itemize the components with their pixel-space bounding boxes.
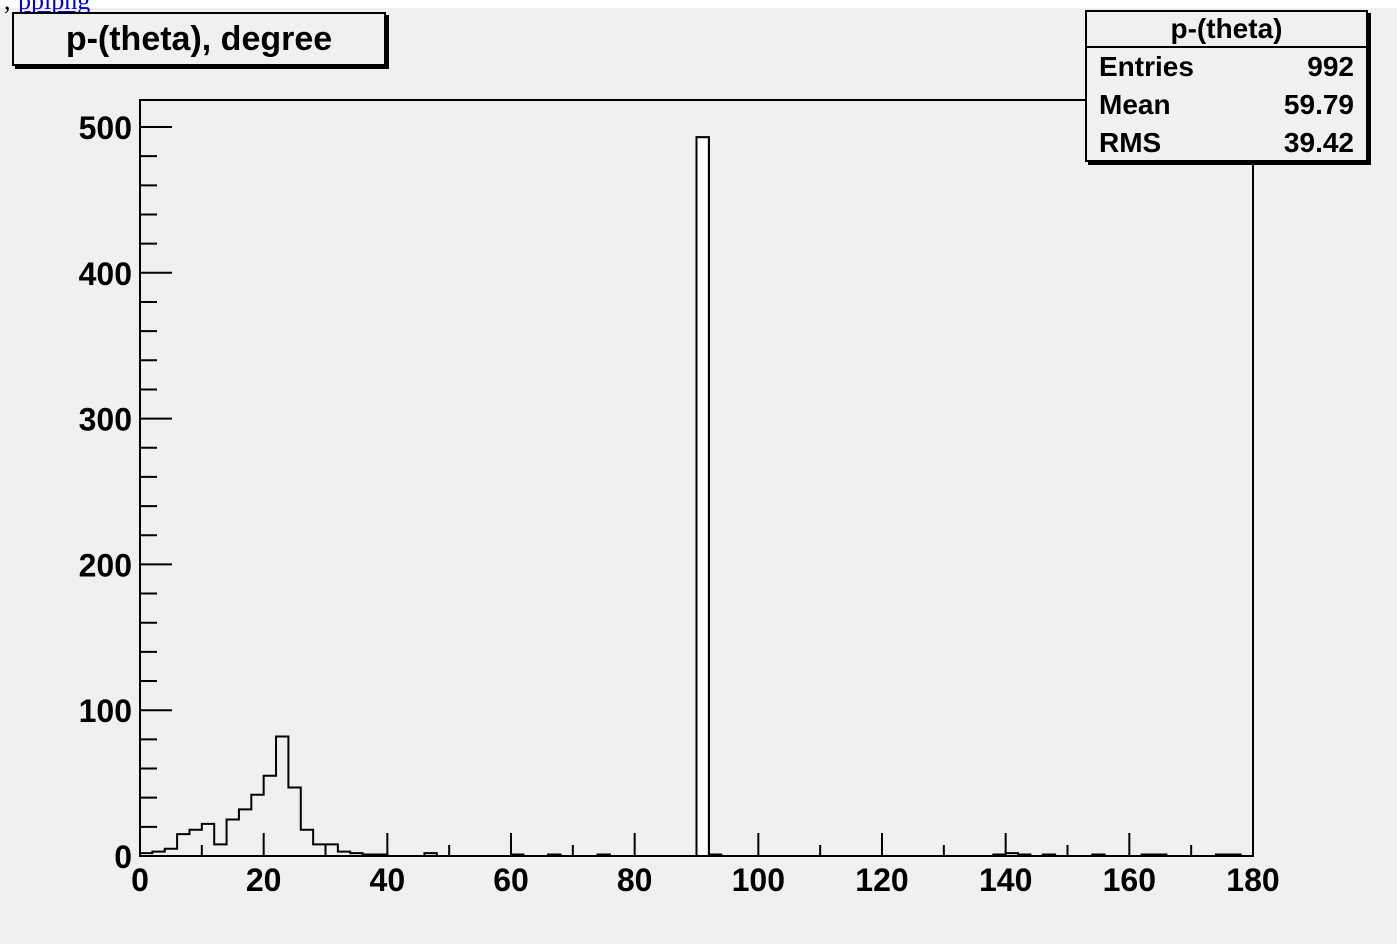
histogram-bin: [152, 852, 164, 856]
histogram-bin: [313, 844, 325, 856]
stats-row-entries: Entries 992: [1087, 48, 1366, 86]
x-tick-label: 60: [493, 862, 529, 898]
histogram-bin: [1216, 855, 1228, 856]
stats-value: 992: [1307, 51, 1354, 82]
y-tick-labels: 0 100 200 300 400 500: [79, 110, 132, 875]
x-tick-label: 100: [732, 862, 785, 898]
x-tick-label: 180: [1226, 862, 1279, 898]
y-tick-label: 200: [79, 547, 132, 583]
histogram-bin: [424, 853, 436, 856]
x-tick-labels: 0 20 40 60 80 100 120 140 160 180: [131, 862, 1280, 898]
axes: [139, 126, 1254, 857]
histogram-outline: [139, 136, 1253, 857]
histogram-bin: [1018, 855, 1030, 856]
histogram-bin: [276, 736, 288, 856]
y-tick-label: 300: [79, 402, 132, 438]
image-link[interactable]: ppipng: [18, 0, 91, 15]
histogram-bin: [709, 855, 721, 856]
stats-value: 59.79: [1283, 89, 1354, 120]
histogram-bin: [189, 830, 201, 856]
histogram-bin: [1092, 855, 1104, 856]
histogram-bin: [1228, 855, 1240, 856]
histogram-bin: [1154, 855, 1166, 856]
stats-label: Entries: [1099, 51, 1194, 82]
histogram-bin: [202, 824, 214, 856]
histogram-bin: [177, 834, 189, 856]
stats-label: RMS: [1099, 127, 1162, 158]
histogram-bin: [214, 844, 226, 856]
y-tick-label: 500: [79, 110, 132, 146]
x-tick-label: 40: [370, 862, 406, 898]
histogram-bin: [375, 855, 387, 856]
stats-value: 39.42: [1283, 127, 1354, 158]
x-tick-label: 120: [855, 862, 908, 898]
link-prefix: ,: [4, 0, 11, 15]
x-tick-label: 140: [979, 862, 1032, 898]
stats-row-mean: Mean 59.79: [1087, 86, 1366, 124]
histogram-bin: [140, 853, 152, 856]
histogram-bin: [301, 830, 313, 856]
histogram-bin: [363, 855, 375, 856]
histogram-bin: [288, 787, 300, 856]
histogram-bin: [227, 820, 239, 856]
stats-label: Mean: [1099, 89, 1171, 120]
stats-box: p-(theta) Entries 992 Mean 59.79 RMS 39.…: [1085, 10, 1368, 162]
x-tick-label: 160: [1103, 862, 1156, 898]
histogram-peak-bin: [695, 136, 710, 857]
chart-title: p-(theta), degree: [12, 12, 386, 66]
histogram-bins: [140, 136, 1240, 857]
histogram-bin: [1043, 855, 1055, 856]
x-tick-label: 20: [246, 862, 282, 898]
y-tick-label: 400: [79, 256, 132, 292]
histogram-bin: [598, 855, 610, 856]
x-tick-label: 80: [617, 862, 653, 898]
histogram-bin: [326, 844, 338, 856]
stats-row-rms: RMS 39.42: [1087, 124, 1366, 162]
x-tick-label: 0: [131, 862, 149, 898]
histogram-bin: [264, 776, 276, 856]
y-tick-label: 100: [79, 693, 132, 729]
histogram-bin: [548, 855, 560, 856]
y-tick-label: 0: [114, 839, 132, 875]
histogram-bin: [1006, 853, 1018, 856]
histogram-bin: [338, 852, 350, 856]
histogram-bin: [251, 795, 263, 856]
histogram-bin: [350, 853, 362, 856]
histogram-bin: [239, 809, 251, 856]
histogram-bin: [165, 849, 177, 856]
histogram-bin: [511, 855, 523, 856]
histogram-bin: [993, 855, 1005, 856]
histogram-bin: [1142, 855, 1154, 856]
stats-title: p-(theta): [1087, 12, 1366, 48]
